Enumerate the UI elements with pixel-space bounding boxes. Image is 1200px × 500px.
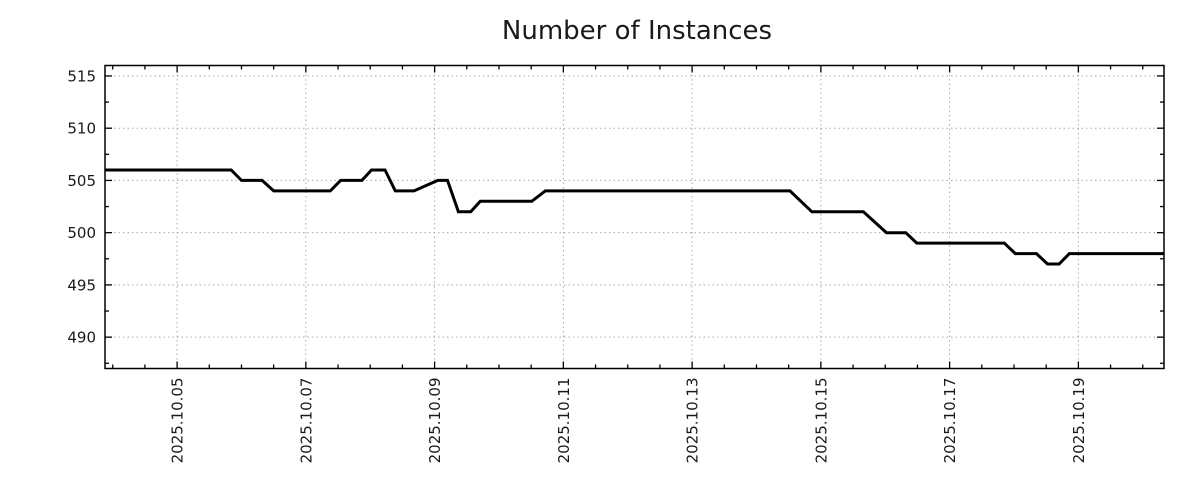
x-tick-label: 2025.10.15 xyxy=(812,378,830,464)
series-lines xyxy=(105,168,1164,266)
y-tick-label: 505 xyxy=(67,172,96,190)
x-tick-label: 2025.10.09 xyxy=(426,378,444,464)
y-tick-label: 510 xyxy=(67,120,96,138)
x-tick-label: 2025.10.07 xyxy=(297,378,315,464)
x-tick-label: 2025.10.05 xyxy=(169,378,187,464)
y-tick-labels: 490 495 500 505 510 515 xyxy=(67,67,96,346)
chart-title: Number of Instances xyxy=(502,16,772,46)
series-line-instances xyxy=(105,168,1164,266)
y-tick-label: 495 xyxy=(67,276,96,294)
axis-ticks xyxy=(105,65,1164,369)
x-tick-label: 2025.10.11 xyxy=(555,378,573,464)
y-tick-label: 490 xyxy=(67,329,96,347)
y-tick-label: 500 xyxy=(67,224,96,242)
plot-border xyxy=(104,64,1165,370)
x-tick-label: 2025.10.19 xyxy=(1070,378,1088,464)
x-tick-label: 2025.10.17 xyxy=(941,378,959,464)
plot-border-rect xyxy=(104,64,1165,370)
gridlines xyxy=(105,65,1164,369)
x-tick-labels: 2025.10.05 2025.10.07 2025.10.09 2025.10.11… xyxy=(169,378,1088,464)
x-tick-label: 2025.10.13 xyxy=(684,378,702,464)
y-tick-label: 515 xyxy=(67,67,96,85)
